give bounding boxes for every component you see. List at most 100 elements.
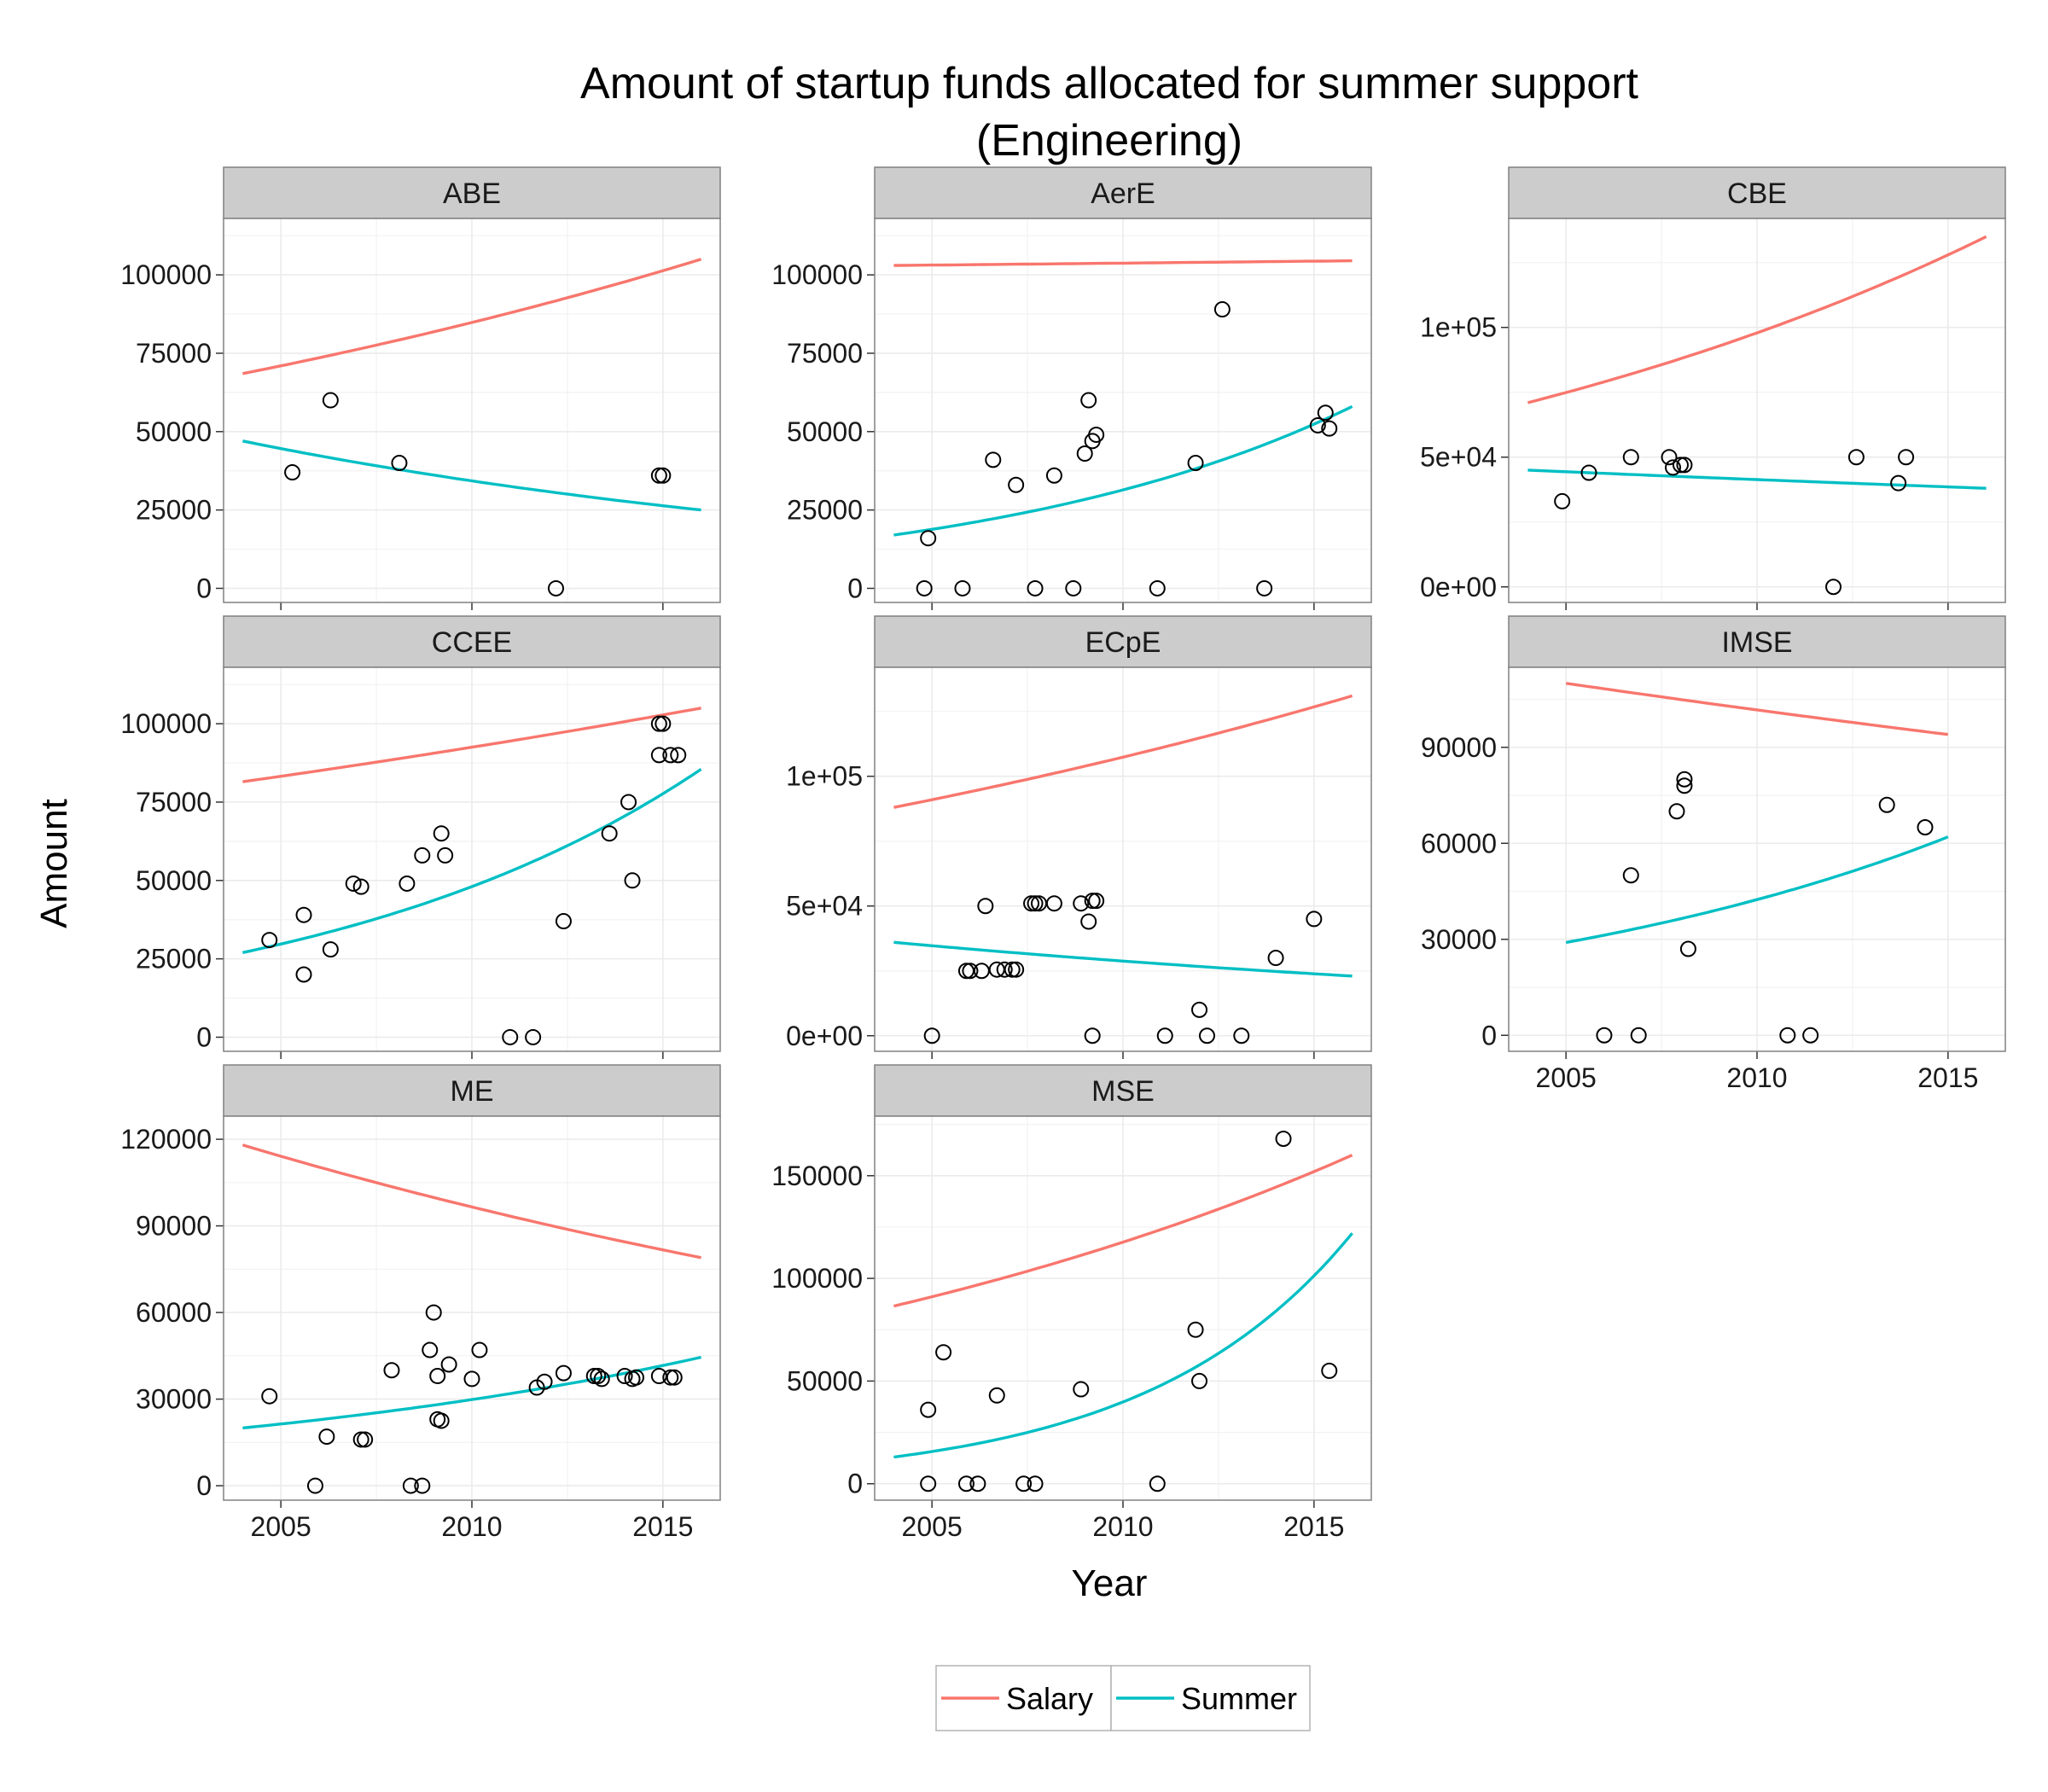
data-point [1321, 420, 1338, 437]
data-point [985, 451, 1002, 468]
panel-border [1508, 218, 2006, 603]
chart-title-line-2: (Engineering) [976, 116, 1242, 166]
data-point [662, 1369, 679, 1386]
data-point [923, 1027, 940, 1044]
x-tick-label: 2005 [1536, 1062, 1597, 1093]
trend-lines [893, 1154, 1353, 1459]
data-point [1187, 1321, 1204, 1338]
data-point [1084, 1027, 1101, 1044]
data-point [1580, 464, 1597, 481]
data-point [916, 579, 933, 596]
data-point [352, 1431, 369, 1448]
salary-line [242, 258, 702, 375]
data-point [414, 1477, 431, 1494]
legend: Salary Summer [935, 1665, 1311, 1731]
y-tick-label: 75000 [787, 338, 863, 369]
data-point [463, 1370, 480, 1388]
y-tick-label: 25000 [787, 495, 863, 526]
strip-label: ABE [443, 177, 501, 210]
data-point [322, 941, 339, 958]
data-point [422, 1341, 439, 1359]
panel-imse: IMSE 0 30000 60000 90000 2005 2010 2015 [1421, 615, 2006, 1093]
strip-label: AerE [1091, 177, 1155, 210]
salary-line [1565, 682, 1949, 736]
data-point [1676, 771, 1693, 788]
x-tick-label: 2005 [251, 1511, 311, 1542]
y-tick-label: 5e+04 [786, 891, 863, 922]
data-point [1321, 1362, 1338, 1379]
data-point [1661, 449, 1678, 466]
data-point [391, 455, 408, 472]
data-point [525, 1028, 542, 1045]
strip-abe [223, 166, 721, 219]
data-point [429, 1368, 446, 1385]
data-point [322, 392, 339, 409]
data-points [261, 1304, 683, 1494]
data-point [1088, 426, 1105, 443]
y-tick-label: 50000 [787, 416, 863, 447]
data-point [650, 747, 667, 764]
y-tick-label: 50000 [136, 865, 212, 896]
data-point [1233, 1027, 1250, 1044]
data-point [547, 579, 564, 596]
data-point [295, 906, 312, 923]
panel-ecpe: ECpE 0e+00 5e+04 1e+05 [786, 615, 1372, 1059]
data-point [1027, 895, 1044, 912]
y-tick-label: 0e+00 [1420, 572, 1497, 602]
data-point [1088, 893, 1105, 910]
trend-lines [893, 259, 1353, 537]
summer-line [893, 1232, 1353, 1459]
data-point [1890, 474, 1907, 492]
data-point [1076, 445, 1093, 463]
strip-cbe [1508, 166, 2006, 219]
data-point [555, 913, 572, 930]
data-point [935, 1344, 952, 1361]
trend-lines [893, 694, 1353, 978]
trend-lines [242, 707, 702, 954]
data-point [1191, 1372, 1208, 1389]
x-axis-title: Year [1072, 1562, 1148, 1604]
summer-line [1527, 468, 1987, 490]
data-point [399, 875, 416, 892]
summer-line [893, 940, 1353, 978]
chart-title-line-1: Amount of startup funds allocated for su… [580, 59, 1639, 108]
summer-line [242, 1355, 701, 1430]
data-point [954, 579, 971, 596]
data-point [383, 1362, 400, 1379]
data-point [1256, 579, 1273, 596]
data-point [1847, 449, 1865, 466]
panel-border [874, 1115, 1372, 1501]
legend-item-salary: Salary [935, 1665, 1112, 1731]
data-point [1084, 893, 1101, 910]
data-point [650, 715, 667, 732]
x-tick-label: 2010 [441, 1511, 502, 1542]
y-axis-title: Amount [33, 799, 75, 928]
data-point [318, 1428, 335, 1446]
y-tick-label: 0 [1481, 1020, 1497, 1050]
data-point [284, 464, 301, 481]
strip-me [223, 1064, 721, 1117]
data-point [1080, 913, 1097, 930]
y-tick-label: 100000 [120, 708, 212, 739]
data-point [1191, 1001, 1208, 1018]
y-tick-label: 5e+04 [1420, 442, 1497, 473]
panel-me: ME 0 30000 60000 90000 120000 2005 2010 2015 [120, 1064, 721, 1542]
y-tick-label: 1e+05 [786, 761, 863, 792]
data-point [920, 1475, 937, 1492]
strip-label: CBE [1727, 177, 1787, 210]
data-point [1898, 449, 1915, 466]
data-point [977, 898, 994, 915]
data-point [1008, 961, 1025, 978]
data-point [471, 1341, 488, 1359]
y-tick-label: 0e+00 [786, 1021, 863, 1051]
data-point [620, 794, 637, 811]
data-point [1309, 416, 1326, 433]
y-tick-label: 120000 [120, 1124, 212, 1155]
data-point [650, 467, 667, 484]
data-point [1023, 895, 1040, 912]
legend-label: Summer [1181, 1681, 1297, 1716]
x-tick-label: 2015 [1283, 1511, 1344, 1542]
data-point [1622, 867, 1639, 884]
summer-line [1565, 835, 1949, 945]
